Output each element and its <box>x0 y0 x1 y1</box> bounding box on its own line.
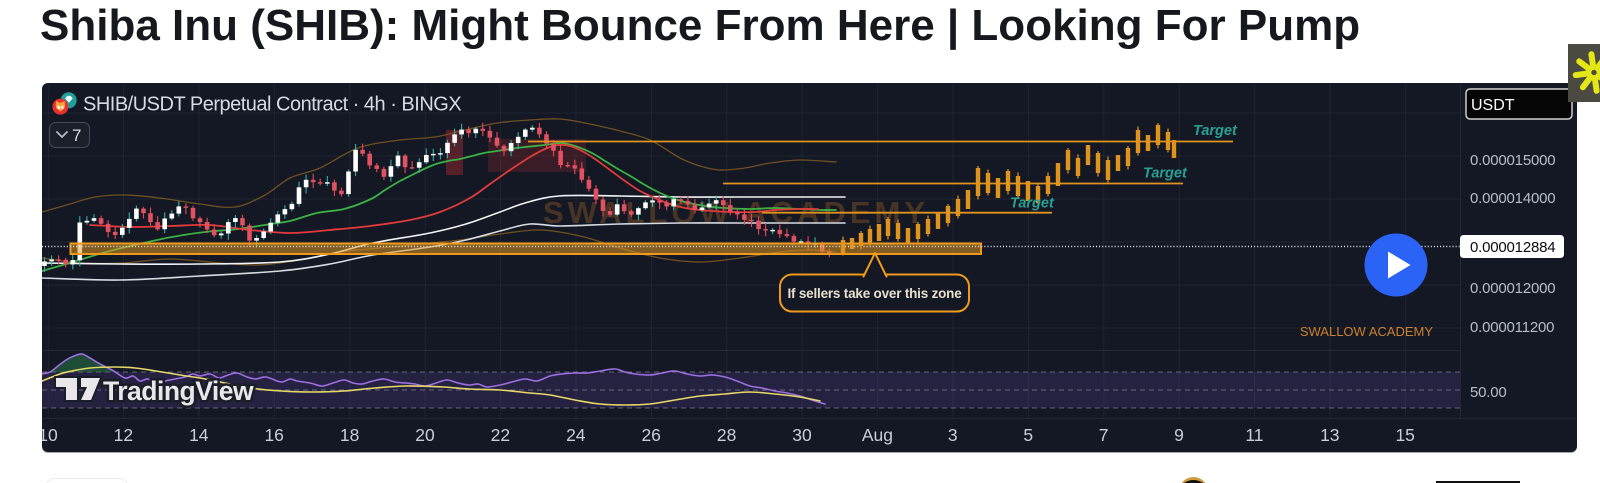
svg-text:3: 3 <box>948 425 958 445</box>
svg-text:12: 12 <box>114 425 133 445</box>
svg-text:0.000012884: 0.000012884 <box>1470 239 1555 256</box>
svg-text:30: 30 <box>792 425 812 445</box>
svg-text:0.000014000: 0.000014000 <box>1470 190 1555 207</box>
svg-text:Aug: Aug <box>862 425 893 445</box>
svg-text:13: 13 <box>1320 425 1339 445</box>
svg-text:24: 24 <box>566 425 586 445</box>
svg-text:11: 11 <box>1245 425 1263 445</box>
svg-text:0.000012000: 0.000012000 <box>1470 280 1555 297</box>
svg-text:16: 16 <box>264 425 283 445</box>
svg-text:28: 28 <box>717 425 736 445</box>
svg-text:Target: Target <box>1010 196 1055 212</box>
svg-text:18: 18 <box>340 425 359 445</box>
svg-text:9: 9 <box>1174 425 1184 445</box>
svg-text:0.000011200: 0.000011200 <box>1470 319 1554 336</box>
svg-text:14: 14 <box>189 425 209 445</box>
svg-text:7: 7 <box>72 126 81 145</box>
svg-text:7: 7 <box>1099 425 1109 445</box>
svg-text:5: 5 <box>1023 425 1033 445</box>
svg-text:22: 22 <box>491 425 510 445</box>
svg-text:15: 15 <box>1395 425 1414 445</box>
svg-text:SWALLOW ACADEMY: SWALLOW ACADEMY <box>1300 324 1433 339</box>
svg-text:0.000015000: 0.000015000 <box>1470 152 1555 169</box>
svg-text:TradingView: TradingView <box>103 376 254 406</box>
svg-text:If sellers take over this zone: If sellers take over this zone <box>787 286 962 301</box>
svg-text:USDT: USDT <box>1471 97 1515 114</box>
svg-text:26: 26 <box>641 425 660 445</box>
svg-text:Target: Target <box>1193 123 1238 139</box>
svg-text:Target: Target <box>1143 166 1188 182</box>
svg-text:10: 10 <box>42 425 58 445</box>
svg-text:20: 20 <box>415 425 435 445</box>
svg-text:SHIB/USDT Perpetual Contract ·: SHIB/USDT Perpetual Contract · 4h · BING… <box>83 94 461 116</box>
svg-text:50.00: 50.00 <box>1470 384 1507 401</box>
